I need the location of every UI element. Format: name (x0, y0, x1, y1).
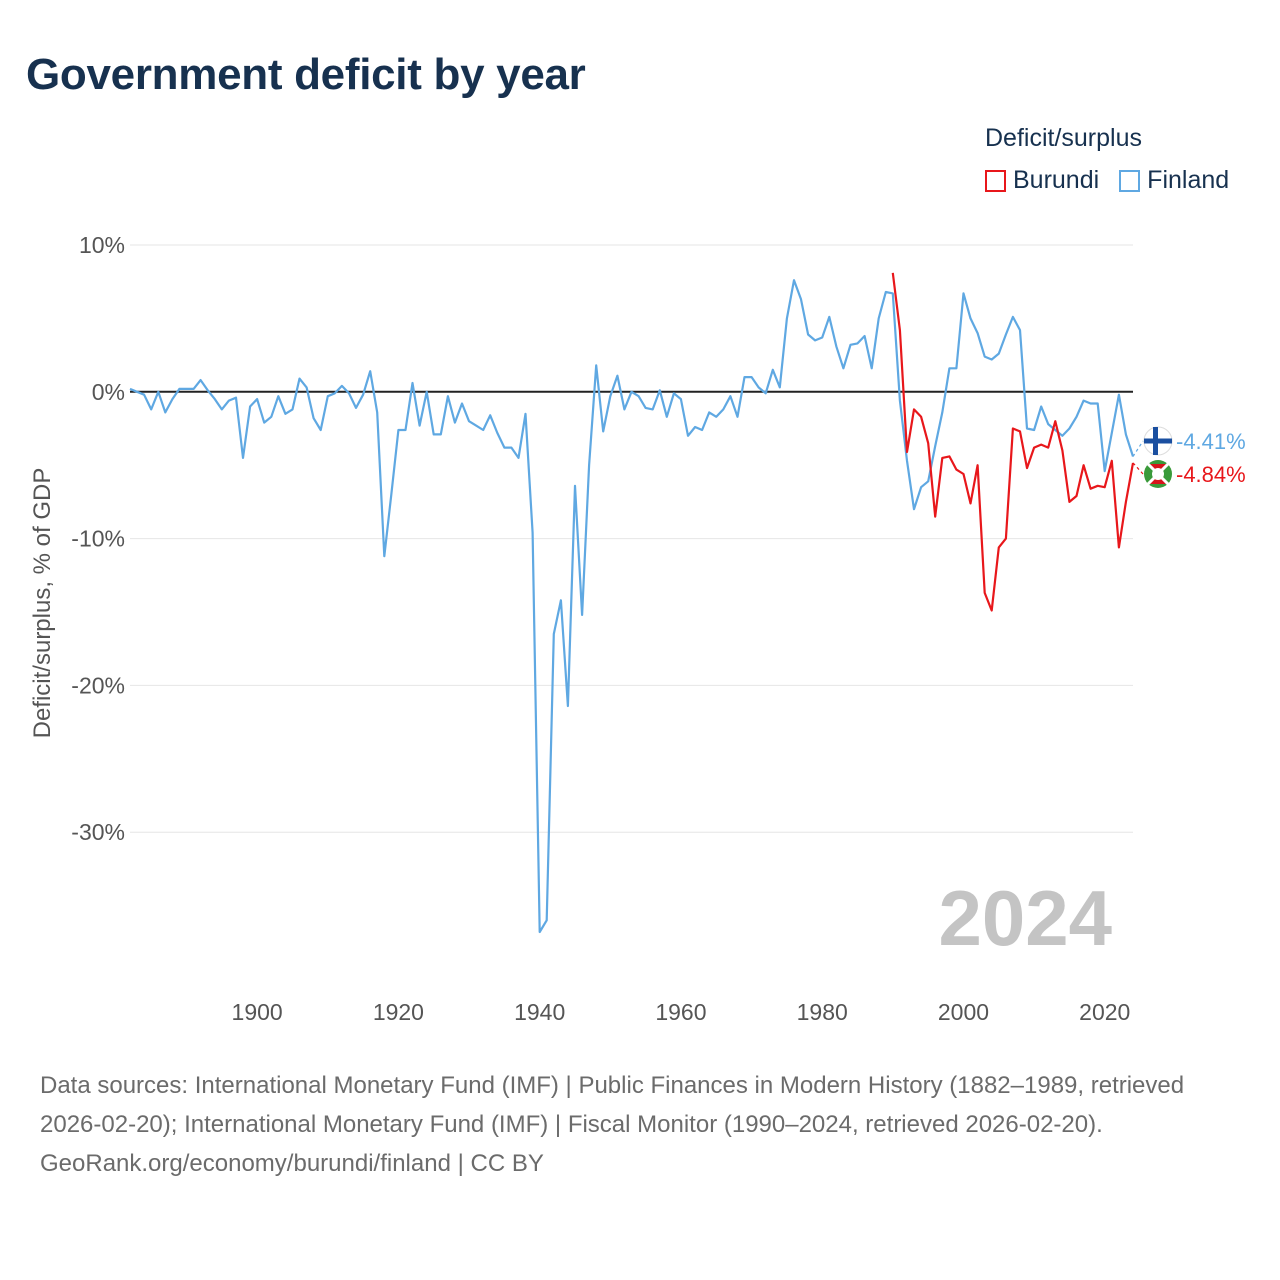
legend: Burundi Finland (985, 166, 1229, 195)
legend-label-finland: Finland (1147, 166, 1230, 194)
burundi-flag-disc (1152, 468, 1164, 480)
legend-item-finland[interactable]: Finland (1119, 166, 1229, 195)
x-tick-label: 2000 (938, 999, 989, 1025)
legend-label-burundi: Burundi (1013, 166, 1100, 194)
finland-flag-cross-v (1153, 427, 1158, 455)
x-tick-label: 1900 (232, 999, 283, 1025)
data-sources: Data sources: International Monetary Fun… (40, 1072, 1185, 1138)
end-label-finland: -4.41% (1176, 429, 1246, 454)
legend-swatch-burundi (985, 169, 1006, 192)
y-tick-label: 10% (79, 232, 125, 258)
x-tick-label: 2020 (1079, 999, 1130, 1025)
y-tick-label: -10% (71, 526, 125, 552)
x-tick-label: 1980 (797, 999, 848, 1025)
credit-line: GeoRank.org/economy/burundi/finland | CC… (40, 1150, 544, 1177)
x-tick-label: 1960 (655, 999, 706, 1025)
chart-title: Government deficit by year (26, 50, 586, 99)
y-tick-label: 0% (92, 379, 125, 405)
y-tick-label: -30% (71, 819, 125, 845)
line-chart: 10% 0% -10% -20% -30% 1900 1920 1940 1960 1980 200… (29, 232, 1246, 1025)
end-label-burundi: -4.84% (1176, 462, 1246, 487)
y-axis-label: Deficit/surplus, % of GDP (29, 468, 56, 739)
series-connector-finland (1132, 440, 1144, 457)
x-tick-label: 1940 (514, 999, 565, 1025)
x-tick-label: 1920 (373, 999, 424, 1025)
legend-swatch-finland (1119, 169, 1141, 192)
legend-item-burundi[interactable]: Burundi (985, 166, 1099, 195)
series-connector-burundi (1132, 462, 1144, 475)
y-tick-label: -20% (71, 672, 125, 698)
year-overlay: 2024 (938, 874, 1112, 962)
series-line-finland (129, 279, 1135, 934)
series-line-burundi (891, 272, 1135, 612)
footer: Data sources: International Monetary Fun… (40, 1066, 1240, 1183)
legend-title: Deficit/surplus (985, 124, 1142, 152)
